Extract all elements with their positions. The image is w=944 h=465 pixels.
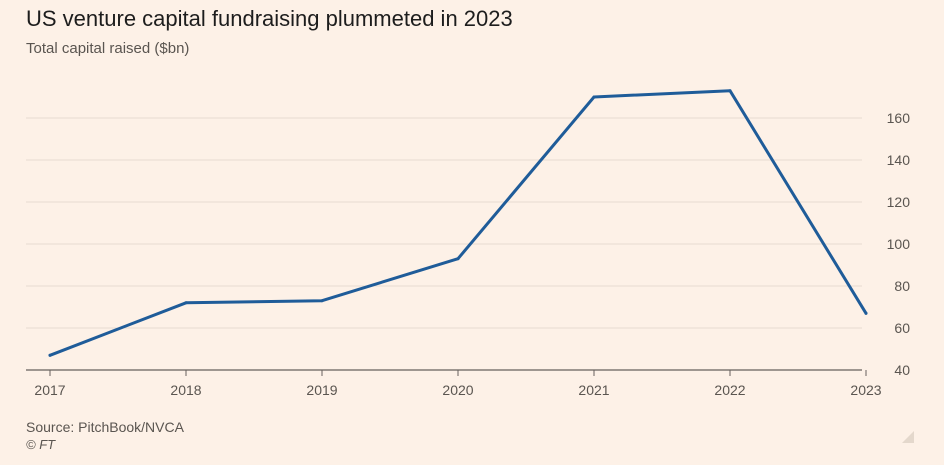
series-line xyxy=(48,89,868,357)
data-point-2023 xyxy=(864,311,868,315)
y-tick-label: 140 xyxy=(887,152,911,168)
y-axis-ticks: 40 60 80 100 120 140 160 xyxy=(887,110,911,378)
y-tick-label: 40 xyxy=(894,362,910,378)
x-tick-label: 2020 xyxy=(442,382,473,398)
x-tick-label: 2023 xyxy=(850,382,881,398)
data-point-2019 xyxy=(320,299,324,303)
x-tick-label: 2018 xyxy=(170,382,201,398)
y-tick-label: 160 xyxy=(887,110,911,126)
x-tick-label: 2019 xyxy=(306,382,337,398)
data-point-2022 xyxy=(728,89,732,93)
y-tick-label: 120 xyxy=(887,194,911,210)
resize-grip-icon xyxy=(902,431,914,443)
y-tick-label: 100 xyxy=(887,236,911,252)
y-tick-label: 60 xyxy=(894,320,910,336)
chart-subtitle: Total capital raised ($bn) xyxy=(26,40,190,57)
gridlines xyxy=(26,117,862,371)
chart-title: US venture capital fundraising plummeted… xyxy=(26,6,513,31)
x-tick-label: 2017 xyxy=(34,382,65,398)
data-point-2021 xyxy=(592,95,596,99)
data-point-2018 xyxy=(184,301,188,305)
data-point-2017 xyxy=(48,353,52,357)
x-axis-ticks: 2017 2018 2019 2020 2021 2022 2023 xyxy=(34,370,882,398)
y-tick-label: 80 xyxy=(894,278,910,294)
data-point-2020 xyxy=(456,257,460,261)
ft-credit: © FT xyxy=(26,437,56,452)
x-tick-label: 2021 xyxy=(578,382,609,398)
series-layer xyxy=(48,89,868,357)
x-tick-label: 2022 xyxy=(714,382,745,398)
source-note: Source: PitchBook/NVCA xyxy=(26,419,184,435)
